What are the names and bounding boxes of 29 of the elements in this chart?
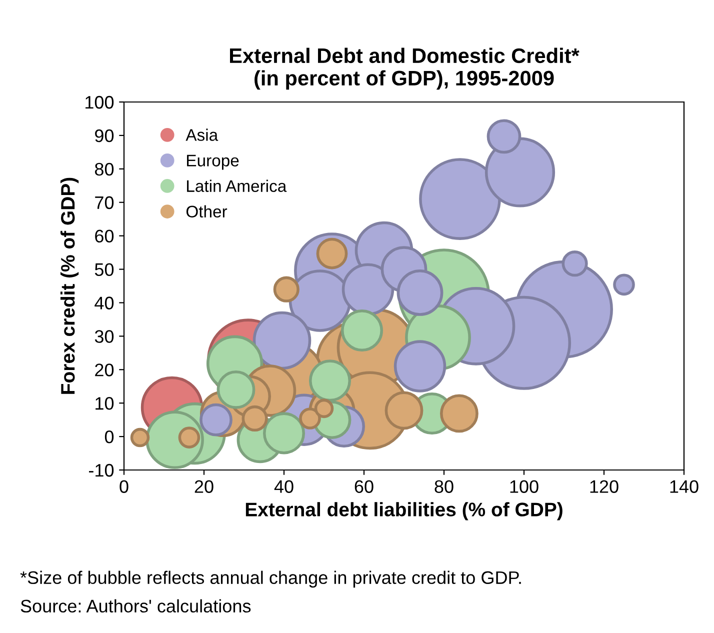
- y-tick-label: 40: [94, 296, 114, 310]
- legend-label: Other: [186, 205, 228, 218]
- y-tick-label: 20: [95, 364, 114, 376]
- source-note: Source: Authors' calculations: [20, 599, 251, 613]
- y-tick-label: 60: [95, 230, 114, 243]
- text: *Size of bubble reflects annual change in private credit to GDP.: [20, 570, 521, 588]
- y-tick-label: 90: [95, 129, 114, 142]
- legend-label: Latin America: [187, 180, 287, 192]
- y-tick-label: 80: [94, 162, 114, 176]
- legend-label: Europe: [187, 154, 239, 170]
- y-tick-label: -10: [88, 464, 114, 477]
- x-tick-label: 60: [354, 480, 374, 493]
- x-tick-label: 80: [434, 480, 454, 493]
- y-tick-label: 50: [94, 263, 114, 276]
- y-tick-label: 0: [104, 430, 114, 444]
- y-tick-label: 70: [95, 196, 114, 210]
- y-tick-label: 10: [96, 397, 114, 410]
- x-axis-title: External debt liabilities (% of GDP): [246, 502, 562, 520]
- chart-title: External Debt and Domestic Credit* (in percent of GDP), 1995-2009: [230, 48, 580, 90]
- x-tick-label: 40: [274, 480, 294, 493]
- y-tick-label: 30: [94, 330, 114, 343]
- x-tick-label: 120: [590, 480, 618, 493]
- x-tick-label: 20: [194, 480, 214, 493]
- x-tick-label: 100: [510, 480, 538, 493]
- y-axis-title: Forex credit (% of GDP): [60, 178, 79, 394]
- x-tick-label: 140: [670, 480, 698, 493]
- x-tick-label: 0: [120, 480, 128, 493]
- y-tick-label: 100: [86, 96, 114, 109]
- legend-label: Asia: [186, 128, 218, 141]
